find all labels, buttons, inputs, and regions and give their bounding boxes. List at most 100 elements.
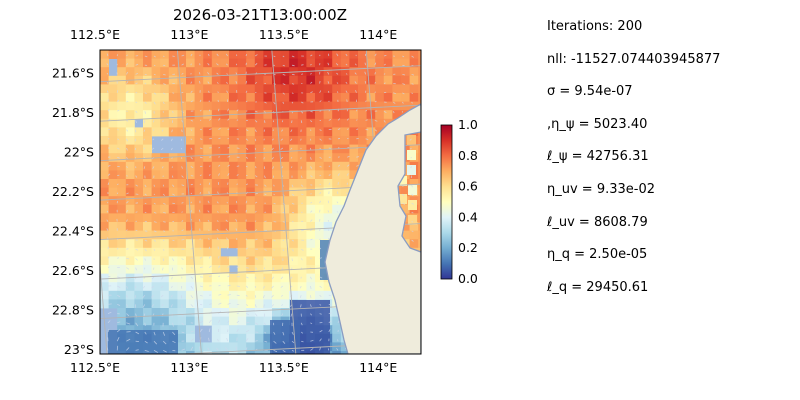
x-tick-top-label: 114°E xyxy=(359,27,397,42)
heatmap-cell xyxy=(418,213,421,223)
heatmap-cell xyxy=(117,127,127,137)
heatmap-cell xyxy=(108,170,118,180)
heatmap-cell xyxy=(418,153,421,163)
vector-arrow xyxy=(172,239,175,242)
vector-arrow xyxy=(281,166,284,169)
vector-arrow xyxy=(235,63,238,66)
vector-arrow xyxy=(291,92,294,94)
heatmap-cell xyxy=(272,230,281,240)
vector-arrow xyxy=(264,258,266,261)
heatmap-cell xyxy=(143,299,152,309)
heatmap-cell xyxy=(151,50,161,59)
vector-arrow xyxy=(271,304,274,307)
heatmap-cell xyxy=(117,316,127,326)
vector-arrow xyxy=(107,118,111,121)
heatmap-cell xyxy=(289,222,299,231)
heatmap-cell xyxy=(134,308,144,317)
heatmap-cell xyxy=(134,93,144,102)
vector-arrow xyxy=(116,329,121,333)
vector-arrow xyxy=(245,247,248,250)
vector-arrow xyxy=(144,331,147,335)
vector-arrow xyxy=(151,285,155,289)
heatmap-cell xyxy=(151,58,161,68)
vector-arrow xyxy=(254,229,257,232)
heatmap-cell xyxy=(134,170,144,180)
heatmap-cell xyxy=(229,161,238,171)
vector-arrow xyxy=(335,63,339,66)
vector-arrow xyxy=(190,90,193,94)
heatmap-cell xyxy=(168,230,178,240)
heatmap-cell xyxy=(194,265,204,274)
vector-arrow xyxy=(300,184,304,187)
vector-arrow xyxy=(106,72,109,75)
vector-arrow xyxy=(271,156,274,160)
heatmap-cell xyxy=(254,196,264,206)
heatmap-cell xyxy=(100,290,109,300)
heatmap-cell xyxy=(100,67,109,77)
heatmap-cell xyxy=(186,204,195,214)
heatmap-cell xyxy=(168,101,178,111)
heatmap-cell xyxy=(177,342,187,352)
vector-arrow xyxy=(273,239,276,242)
vector-arrow xyxy=(207,219,210,222)
heatmap-cell xyxy=(168,93,178,102)
heatmap-cell xyxy=(323,213,333,223)
heatmap-cell xyxy=(134,144,144,154)
heatmap-cell xyxy=(289,247,299,257)
heatmap-cell xyxy=(332,170,342,180)
heatmap-cell xyxy=(203,308,213,317)
heatmap-cell xyxy=(315,101,324,111)
vector-arrow xyxy=(300,175,303,179)
heatmap-cell xyxy=(246,144,256,154)
vector-arrow xyxy=(235,200,238,204)
vector-arrow xyxy=(282,249,285,252)
heatmap-cell xyxy=(323,84,333,94)
heatmap-cell xyxy=(323,230,333,240)
vector-arrow xyxy=(227,118,230,121)
heatmap-cell xyxy=(151,325,161,335)
heatmap-cell xyxy=(289,213,299,223)
y-axis-labels: 21.6°S 21.8°S 22°S 22.2°S 22.4°S 22.6°S … xyxy=(52,66,94,357)
vector-arrow xyxy=(190,210,192,213)
x-tick-top-label: 112.5°E xyxy=(70,27,120,42)
heatmap-cell xyxy=(117,290,127,300)
heatmap-cell xyxy=(125,247,135,257)
heatmap-cell xyxy=(401,204,410,214)
heatmap-cell xyxy=(375,93,385,102)
vector-arrow xyxy=(199,109,202,112)
vector-arrow xyxy=(199,256,203,259)
heatmap-cell xyxy=(237,308,247,317)
heatmap-cell xyxy=(246,170,256,180)
vector-arrow xyxy=(144,248,147,252)
vector-arrow xyxy=(153,184,155,187)
heatmap-cell xyxy=(383,75,393,85)
heatmap-cell xyxy=(143,187,152,197)
grid-line xyxy=(100,259,108,354)
heatmap-cell xyxy=(383,101,393,111)
vector-arrow xyxy=(290,138,293,141)
heatmap-cell xyxy=(186,316,195,326)
vector-arrow xyxy=(116,99,120,103)
heatmap-cell xyxy=(418,179,421,188)
vector-arrow xyxy=(126,81,129,84)
heatmap-cell xyxy=(168,118,178,128)
vector-arrow xyxy=(254,295,257,298)
heatmap-cell xyxy=(306,256,316,266)
heatmap-cell xyxy=(108,230,118,240)
heatmap-cell xyxy=(143,222,152,231)
vector-arrow xyxy=(135,331,140,335)
heatmap-cell xyxy=(237,170,247,180)
heatmap-cell xyxy=(401,50,410,51)
heatmap-cell xyxy=(229,239,238,249)
vector-arrow xyxy=(291,239,295,242)
colorbar-tick-label: 0.4 xyxy=(458,209,478,224)
heatmap-cell xyxy=(332,118,342,128)
heatmap-cell xyxy=(246,50,256,59)
vector-arrow xyxy=(199,174,202,176)
vector-arrow xyxy=(319,54,321,57)
vector-arrow xyxy=(364,71,366,75)
heatmap-cell xyxy=(237,153,247,163)
heatmap-cell xyxy=(134,265,144,274)
vector-arrow xyxy=(153,249,156,251)
heatmap-cell xyxy=(254,333,264,343)
